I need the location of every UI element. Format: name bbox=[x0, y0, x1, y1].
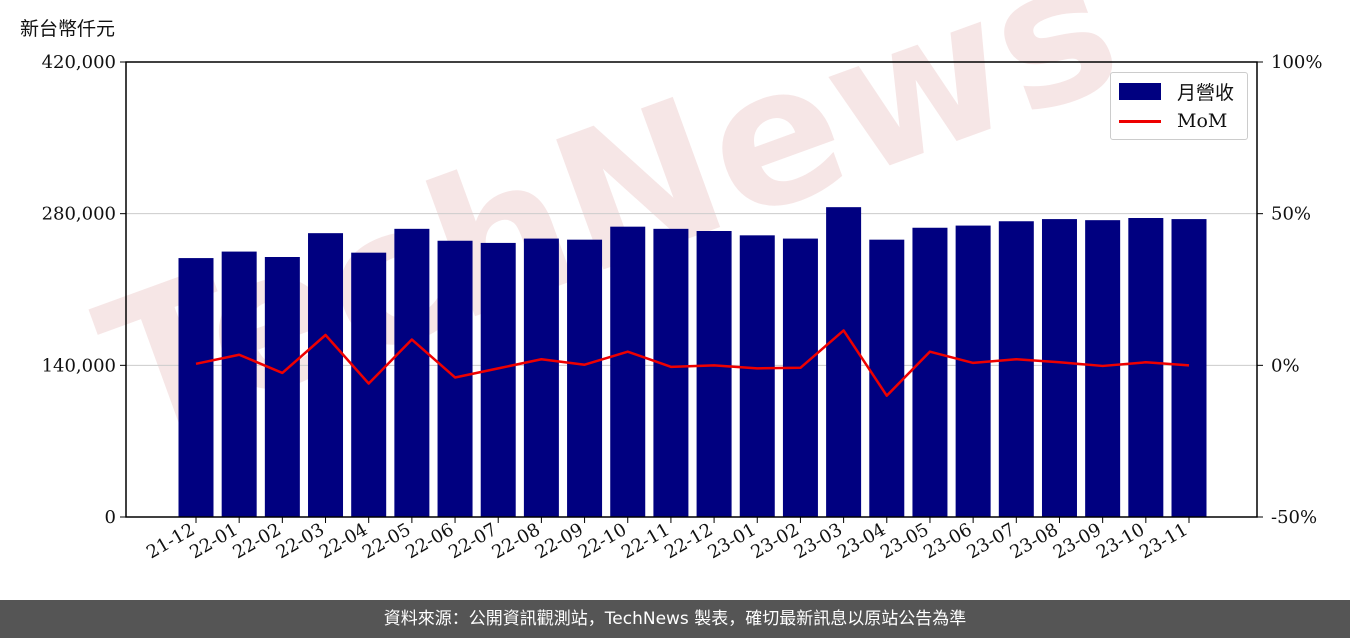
bar bbox=[1041, 219, 1077, 518]
plot-frame bbox=[125, 61, 1258, 518]
bar bbox=[739, 235, 775, 518]
mom-line bbox=[195, 329, 1190, 397]
x-tick-label: 22-05 bbox=[359, 519, 414, 563]
x-tick-label: 22-12 bbox=[661, 519, 716, 563]
x-tick-label: 23-11 bbox=[1136, 519, 1191, 563]
x-tick-label: 22-04 bbox=[316, 519, 371, 563]
x-tick-label: 22-09 bbox=[532, 519, 587, 563]
bar bbox=[567, 239, 603, 517]
bar bbox=[523, 238, 559, 518]
bar bbox=[653, 228, 689, 518]
legend-item-revenue: 月營收 bbox=[1119, 78, 1234, 104]
y-tick-label: 0 bbox=[105, 507, 116, 528]
x-tick-label: 23-10 bbox=[1093, 519, 1148, 563]
y-tick-label: 280,000 bbox=[42, 204, 116, 225]
source-footer: 資料來源：公開資訊觀測站，TechNews 製表，確切最新訊息以原站公告為準 bbox=[0, 600, 1350, 638]
x-tick-label: 23-04 bbox=[834, 519, 889, 563]
legend-bar-swatch bbox=[1119, 82, 1161, 100]
bar bbox=[782, 238, 818, 518]
bar bbox=[912, 227, 948, 517]
legend: 月營收 MoM bbox=[1110, 72, 1248, 140]
x-tick-label: 23-03 bbox=[791, 519, 846, 563]
x-tick-label: 23-08 bbox=[1007, 519, 1062, 563]
x-tick-label: 22-10 bbox=[575, 519, 630, 563]
y-tick-label: 140,000 bbox=[42, 355, 116, 376]
x-tick-label: 23-06 bbox=[920, 519, 975, 563]
bar bbox=[696, 231, 732, 517]
x-tick-label: 23-01 bbox=[704, 519, 759, 563]
bar bbox=[610, 226, 646, 517]
bar bbox=[480, 242, 516, 517]
x-tick-label: 22-02 bbox=[229, 519, 284, 563]
x-tick-label: 22-01 bbox=[186, 519, 241, 563]
y2-tick-label: 50% bbox=[1271, 204, 1311, 225]
x-tick-label: 22-03 bbox=[273, 519, 328, 563]
bar-series bbox=[178, 207, 1207, 518]
bar bbox=[826, 207, 862, 517]
legend-line-swatch bbox=[1119, 119, 1161, 123]
bar bbox=[308, 233, 344, 517]
bar bbox=[264, 257, 300, 517]
x-tick-label: 23-09 bbox=[1050, 519, 1105, 563]
bar bbox=[351, 252, 387, 517]
bar bbox=[1128, 218, 1164, 517]
y-axis-unit-label: 新台幣仟元 bbox=[20, 18, 116, 40]
mom-series bbox=[195, 329, 1190, 397]
bar bbox=[437, 240, 473, 517]
x-tick-label: 23-07 bbox=[963, 519, 1018, 563]
bar bbox=[178, 258, 214, 517]
legend-label-mom: MoM bbox=[1177, 110, 1228, 132]
bar bbox=[394, 228, 430, 518]
bar bbox=[1171, 219, 1207, 518]
x-tick-label: 21-12 bbox=[143, 519, 198, 563]
x-tick-label: 23-02 bbox=[747, 519, 802, 563]
bar bbox=[1085, 220, 1121, 517]
bar bbox=[955, 225, 991, 518]
x-tick-label: 22-08 bbox=[488, 519, 543, 563]
x-tick-label: 22-07 bbox=[445, 519, 500, 563]
x-tick-label: 22-06 bbox=[402, 519, 457, 563]
y2-tick-label: 0% bbox=[1271, 355, 1300, 376]
y2-tick-label: 100% bbox=[1271, 52, 1322, 73]
revenue-chart: TechNews 0140,000280,000420,000-50%0%50%… bbox=[42, 0, 1323, 563]
legend-item-mom: MoM bbox=[1119, 108, 1227, 134]
legend-label-revenue: 月營收 bbox=[1177, 81, 1235, 104]
bar bbox=[221, 251, 257, 518]
x-tick-label: 22-11 bbox=[618, 519, 673, 563]
bar bbox=[998, 221, 1034, 517]
x-tick-label: 23-05 bbox=[877, 519, 932, 563]
y-tick-label: 420,000 bbox=[42, 52, 116, 73]
y2-tick-label: -50% bbox=[1271, 507, 1317, 528]
